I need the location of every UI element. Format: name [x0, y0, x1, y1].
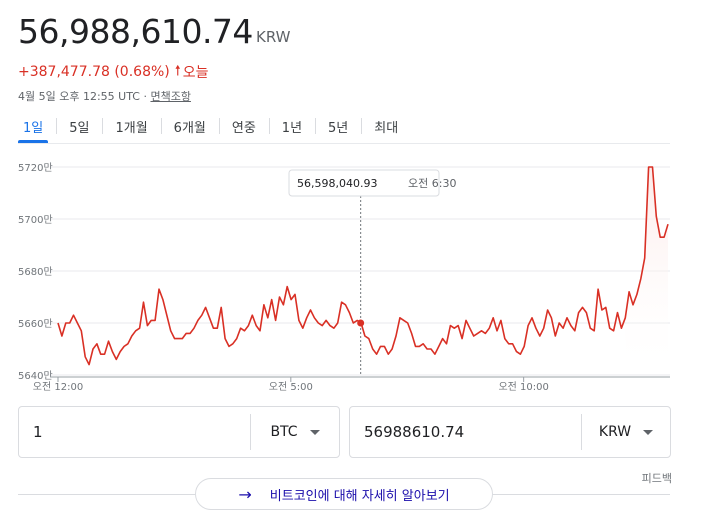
from-currency-select[interactable]: BTC — [251, 424, 339, 440]
tab-1m[interactable]: 1개월 — [102, 113, 160, 143]
converter-to: 56988610.74 KRW — [349, 406, 671, 458]
x-tick-label: 오전 12:00 — [33, 381, 83, 393]
price-currency: KRW — [256, 28, 291, 46]
y-tick-label: 5660만 — [18, 318, 53, 330]
tab-1d[interactable]: 1일 — [10, 113, 56, 143]
change-period: 오늘 — [182, 65, 209, 81]
to-currency-select[interactable]: KRW — [582, 424, 670, 440]
range-tabs: 1일 5일 1개월 6개월 연중 1년 5년 최대 — [10, 113, 411, 143]
tooltip-box — [288, 169, 440, 197]
tab-5d[interactable]: 5일 — [56, 113, 102, 143]
x-tick-label: 오전 10:00 — [498, 381, 548, 393]
timestamp-line: 4월 5일 오후 12:55 UTC · 면책조항 — [18, 88, 191, 104]
learn-more-button[interactable]: → 비트코인에 대해 자세히 알아보기 — [195, 478, 493, 510]
from-amount-input[interactable]: 1 — [33, 423, 43, 441]
arrow-up-icon: 🠕 — [174, 63, 181, 79]
change-value: +387,477.78 (0.68%) — [18, 64, 170, 80]
area-fill — [625, 167, 668, 376]
price-change: +387,477.78 (0.68%) 🠕 오늘 — [18, 60, 209, 84]
y-tick-label: 5700만 — [18, 214, 53, 226]
learn-more-label: 비트코인에 대해 자세히 알아보기 — [269, 488, 450, 504]
tab-1y[interactable]: 1년 — [268, 113, 315, 143]
y-tick-label: 5640만 — [18, 370, 53, 382]
chevron-down-icon — [643, 429, 654, 435]
tab-5y[interactable]: 5년 — [315, 113, 361, 143]
price-line — [57, 166, 669, 366]
to-currency-label: KRW — [598, 424, 632, 440]
y-tick-label: 5720만 — [18, 162, 53, 174]
tabs-divider — [18, 143, 670, 144]
y-tick-label: 5680만 — [18, 266, 53, 278]
tooltip-value: 56,598,040.93 — [297, 177, 377, 190]
tab-ytd[interactable]: 연중 — [218, 113, 269, 143]
tab-6m[interactable]: 6개월 — [160, 113, 219, 143]
to-amount-input[interactable]: 56988610.74 — [364, 423, 465, 441]
from-currency-label: BTC — [270, 424, 298, 440]
tooltip-time: 오전 6:30 — [408, 177, 456, 190]
to-divider — [581, 414, 582, 450]
feedback-link[interactable]: 피드백 — [641, 472, 672, 485]
x-tick-label: 오전 5:00 — [269, 381, 313, 393]
chevron-down-icon — [309, 429, 320, 435]
current-price: 56,988,610.74 — [18, 12, 253, 51]
tab-max[interactable]: 최대 — [361, 113, 411, 143]
converter-from: 1 BTC — [18, 406, 340, 458]
from-divider — [250, 414, 251, 450]
disclaimer-link[interactable]: 면책조항 — [150, 90, 191, 103]
arrow-right-icon: → — [238, 484, 252, 504]
timestamp: 4월 5일 오후 12:55 UTC · — [18, 90, 147, 103]
crosshair-dot — [357, 319, 365, 327]
